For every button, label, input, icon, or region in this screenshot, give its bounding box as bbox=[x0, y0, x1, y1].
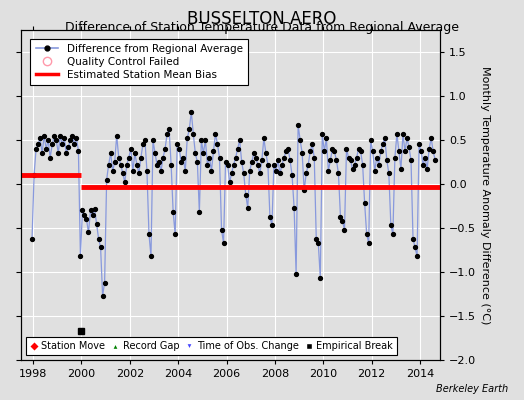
Y-axis label: Monthly Temperature Anomaly Difference (°C): Monthly Temperature Anomaly Difference (… bbox=[481, 66, 490, 324]
Text: BUSSELTON AERO: BUSSELTON AERO bbox=[187, 10, 337, 28]
Legend: Station Move, Record Gap, Time of Obs. Change, Empirical Break: Station Move, Record Gap, Time of Obs. C… bbox=[26, 337, 397, 355]
Text: Difference of Station Temperature Data from Regional Average: Difference of Station Temperature Data f… bbox=[65, 21, 459, 34]
Text: Berkeley Earth: Berkeley Earth bbox=[436, 384, 508, 394]
